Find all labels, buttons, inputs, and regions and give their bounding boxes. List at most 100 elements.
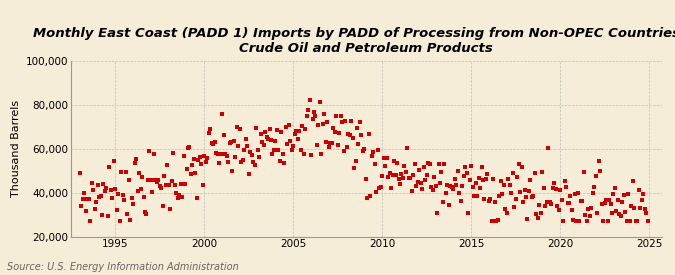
Point <box>503 177 514 181</box>
Point <box>546 202 557 207</box>
Point <box>637 197 647 202</box>
Point <box>232 124 242 129</box>
Point <box>161 183 171 187</box>
Point <box>411 184 422 188</box>
Point <box>342 145 352 149</box>
Point <box>208 142 219 147</box>
Point <box>367 154 377 158</box>
Point <box>460 164 470 169</box>
Point <box>187 163 198 167</box>
Point <box>227 169 238 173</box>
Point <box>565 193 576 198</box>
Point <box>350 159 361 163</box>
Point <box>608 192 619 196</box>
Point <box>113 192 124 197</box>
Point <box>122 211 132 216</box>
Point <box>150 178 161 182</box>
Point <box>605 202 616 207</box>
Point <box>524 189 535 193</box>
Point <box>551 204 562 209</box>
Point <box>282 142 293 146</box>
Point <box>88 188 99 192</box>
Point <box>125 218 136 222</box>
Point <box>414 168 425 173</box>
Point <box>221 153 232 158</box>
Point <box>153 178 164 182</box>
Point <box>223 160 234 164</box>
Point <box>230 155 241 160</box>
Point <box>489 199 500 204</box>
Point <box>642 219 653 223</box>
Point <box>323 145 334 150</box>
Point <box>519 188 530 192</box>
Point <box>284 123 294 128</box>
Point <box>451 183 462 187</box>
Point <box>224 141 235 145</box>
Point <box>94 194 105 199</box>
Point <box>126 196 137 200</box>
Point <box>192 196 202 200</box>
Point <box>328 126 339 130</box>
Point <box>159 174 169 178</box>
Point <box>263 136 273 141</box>
Point <box>346 119 356 123</box>
Point <box>482 172 493 176</box>
Point <box>360 176 371 181</box>
Point <box>381 156 392 160</box>
Point <box>380 164 391 168</box>
Point <box>310 114 321 118</box>
Point <box>402 146 413 150</box>
Point <box>264 127 275 131</box>
Point <box>554 208 564 213</box>
Point <box>502 211 512 215</box>
Point <box>358 149 369 153</box>
Point <box>395 182 406 186</box>
Point <box>148 152 159 156</box>
Point <box>140 210 151 214</box>
Point <box>426 185 437 189</box>
Point <box>478 178 489 183</box>
Point <box>537 170 547 174</box>
Point <box>518 200 529 204</box>
Point <box>95 194 106 199</box>
Point <box>90 200 101 204</box>
Point <box>327 141 338 146</box>
Point <box>558 219 568 223</box>
Point <box>429 175 439 179</box>
Point <box>623 192 634 197</box>
Point <box>550 187 561 191</box>
Point <box>610 186 620 190</box>
Point <box>466 163 477 168</box>
Y-axis label: Thousand Barrels: Thousand Barrels <box>11 100 22 197</box>
Point <box>463 211 474 215</box>
Point <box>89 207 100 211</box>
Point <box>535 211 546 215</box>
Point <box>520 195 531 200</box>
Point <box>295 148 306 152</box>
Point <box>452 169 463 173</box>
Point <box>417 187 428 192</box>
Point <box>136 175 147 179</box>
Point <box>418 164 429 169</box>
Point <box>362 196 373 200</box>
Point <box>461 171 472 175</box>
Point <box>561 185 572 189</box>
Point <box>485 197 496 201</box>
Point <box>585 214 595 219</box>
Point <box>252 148 263 152</box>
Point <box>612 198 623 202</box>
Point <box>371 190 381 194</box>
Point <box>522 217 533 221</box>
Point <box>396 172 407 177</box>
Point <box>157 204 168 208</box>
Point <box>331 114 342 119</box>
Point <box>166 179 177 183</box>
Point <box>214 161 225 166</box>
Point <box>294 129 304 133</box>
Point <box>487 219 497 223</box>
Point <box>616 213 626 218</box>
Title: Monthly East Coast (PADD 1) Imports by PADD of Processing from Non-OPEC Countrie: Monthly East Coast (PADD 1) Imports by P… <box>33 27 675 55</box>
Point <box>298 152 309 156</box>
Point <box>603 198 614 202</box>
Point <box>641 210 651 215</box>
